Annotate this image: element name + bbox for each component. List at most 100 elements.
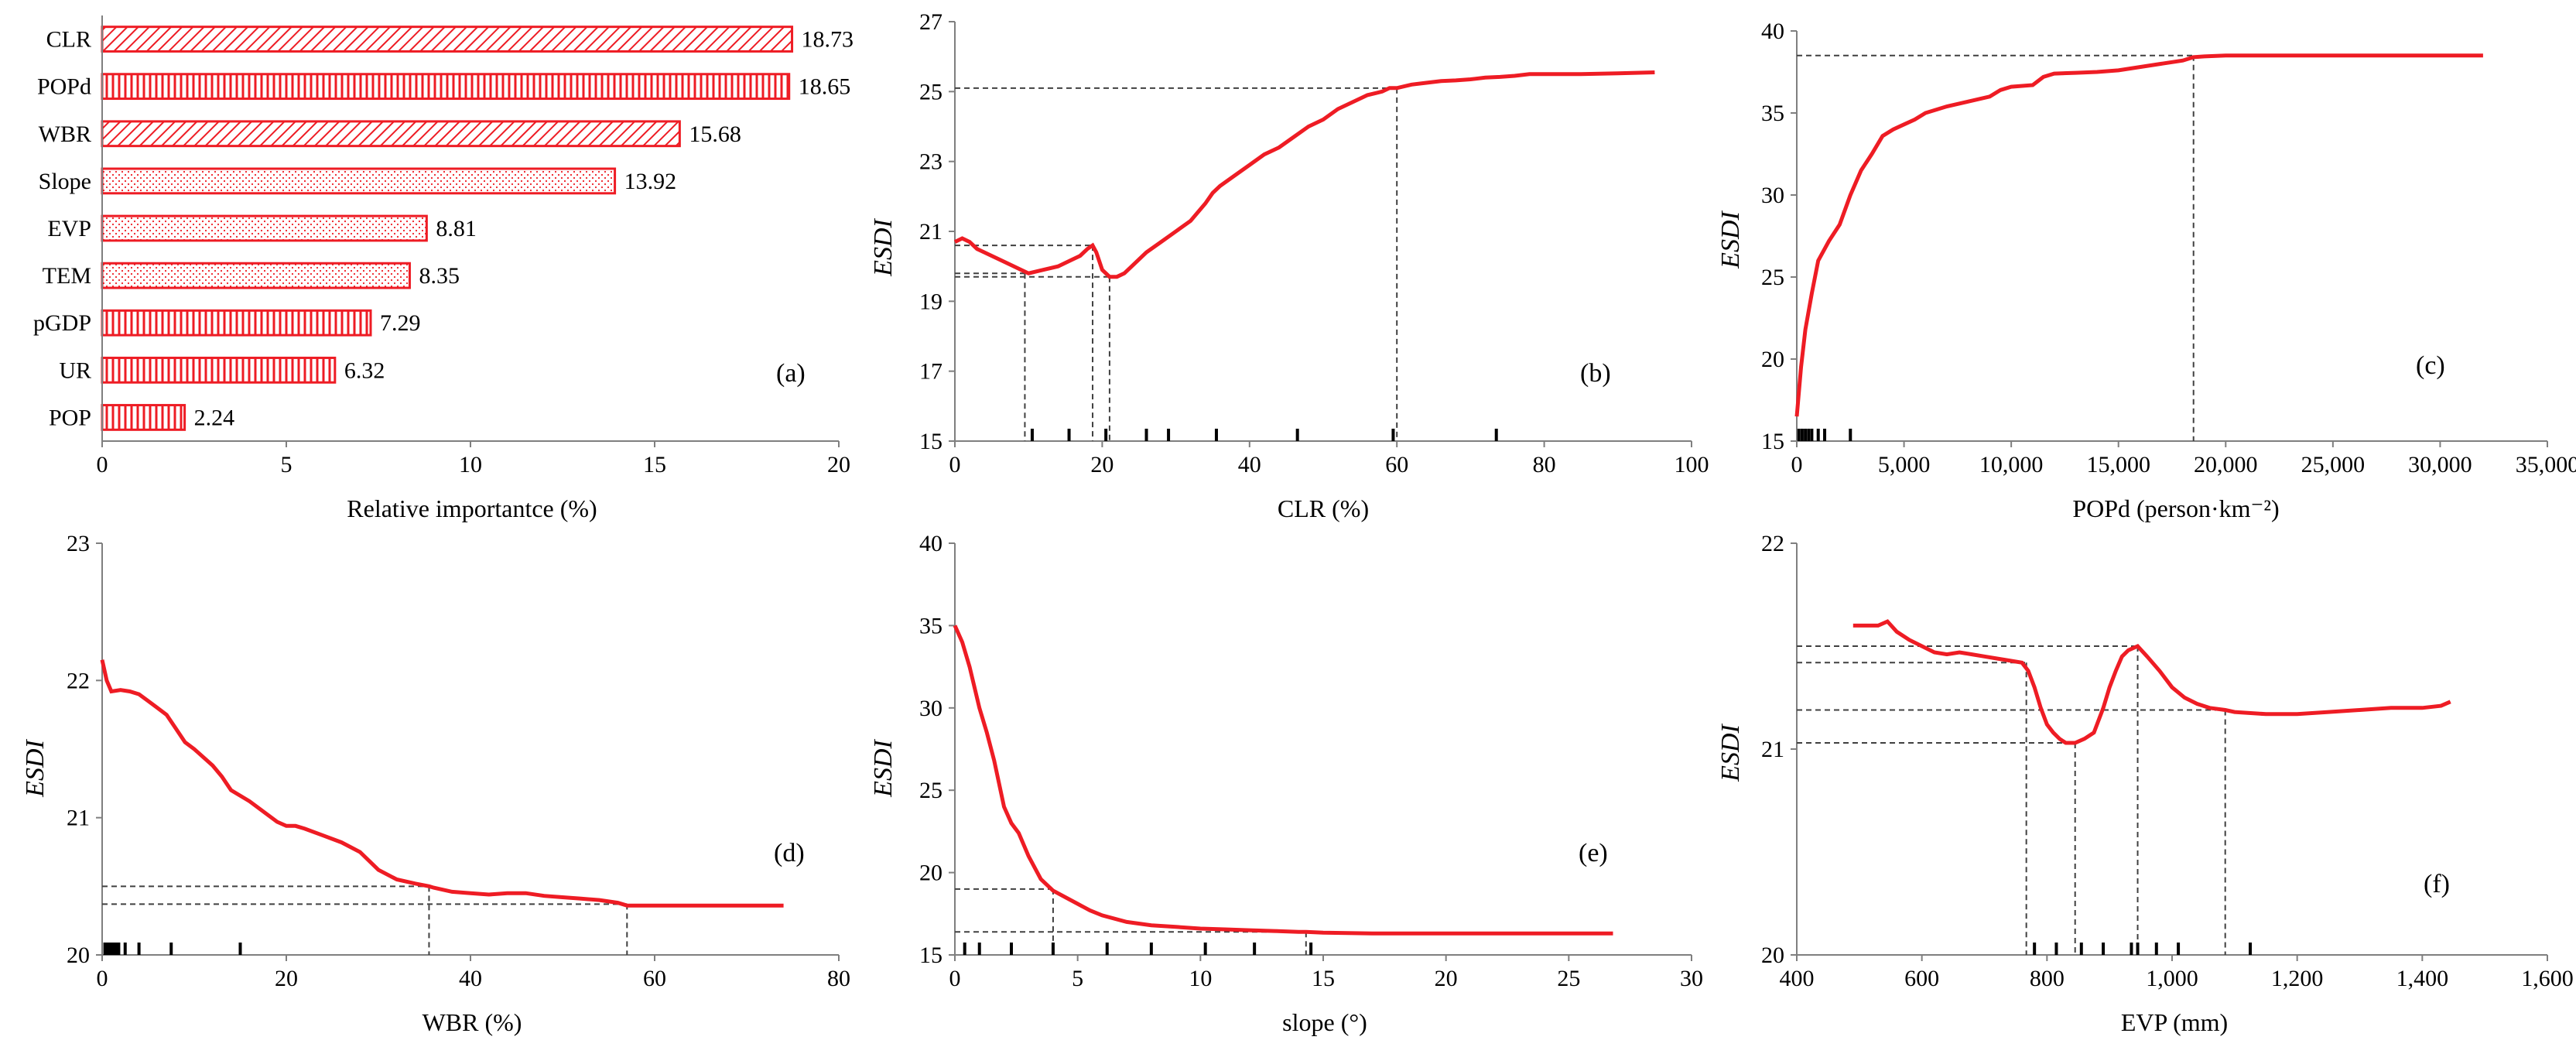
x-tick-label: 35,000 bbox=[2516, 452, 2576, 477]
x-tick-label: 15 bbox=[643, 452, 666, 477]
category-label: POP bbox=[49, 405, 91, 430]
category-label: EVP bbox=[47, 216, 91, 241]
y-tick-label: 35 bbox=[919, 613, 942, 638]
panel-c-popd-chart: 0 5,000 10,000 15,000 20,000 25,000 30,000 35,0… bbox=[1716, 19, 2576, 522]
panel-b-clr-chart: 0 20 40 60 80 100 15 17 19 21 23 25 27 (b) CLR (%) E… bbox=[869, 9, 1709, 522]
y-tick-label: 17 bbox=[919, 359, 942, 385]
y-tick-label: 35 bbox=[1761, 101, 1784, 126]
category-label: POPd bbox=[37, 74, 91, 100]
x-tick-label: 60 bbox=[643, 966, 666, 991]
category-label: UR bbox=[59, 358, 91, 383]
y-tick-label: 25 bbox=[919, 79, 942, 104]
x-tick-label: 20 bbox=[1435, 966, 1458, 991]
bar-value-label: 2.24 bbox=[194, 405, 235, 430]
y-tick-label: 20 bbox=[1761, 347, 1784, 372]
x-tick-label: 80 bbox=[1533, 452, 1556, 477]
x-tick-label: 20 bbox=[1090, 452, 1114, 477]
panel-a-label: (a) bbox=[776, 359, 806, 388]
x-tick-label: 20,000 bbox=[2194, 452, 2258, 477]
panel-c-xlabel: POPd (person·km⁻²) bbox=[2072, 494, 2279, 522]
x-tick-label: 5 bbox=[281, 452, 292, 477]
panel-e-ylabel: ESDI bbox=[869, 739, 898, 798]
x-tick-label: 5,000 bbox=[1878, 452, 1931, 477]
panel-c-rug bbox=[1797, 429, 1852, 441]
panel-f-label: (f) bbox=[2424, 870, 2450, 898]
y-tick-label: 30 bbox=[1761, 183, 1784, 208]
x-tick-label: 80 bbox=[827, 966, 850, 991]
y-tick-label: 30 bbox=[919, 696, 942, 721]
x-tick-label: 30 bbox=[1680, 966, 1703, 991]
y-tick-label: 15 bbox=[1761, 429, 1784, 454]
bar-value-label: 13.92 bbox=[624, 169, 677, 194]
y-tick-label: 22 bbox=[1761, 531, 1784, 556]
bar-clr bbox=[101, 26, 794, 53]
panel-e-label: (e) bbox=[1579, 839, 1608, 867]
x-tick-label: 1,000 bbox=[2146, 966, 2198, 991]
y-tick-label: 15 bbox=[919, 943, 942, 968]
x-tick-label: 10,000 bbox=[1979, 452, 2044, 477]
panel-e-axes: 0 5 10 15 20 25 30 15 20 25 30 35 40 bbox=[919, 531, 1703, 991]
x-tick-label: 10 bbox=[1189, 966, 1212, 991]
y-tick-label: 19 bbox=[919, 289, 942, 314]
bar-value-label: 18.65 bbox=[799, 74, 851, 100]
y-tick-label: 27 bbox=[919, 9, 942, 35]
category-label: pGDP bbox=[33, 310, 91, 336]
x-tick-label: 400 bbox=[1780, 966, 1815, 991]
x-tick-label: 25 bbox=[1557, 966, 1580, 991]
panel-d-xlabel: WBR (%) bbox=[422, 1008, 522, 1036]
x-tick-label: 15 bbox=[1312, 966, 1335, 991]
panel-a-xlabel: Relative importantce (%) bbox=[347, 494, 597, 522]
x-tick-label: 0 bbox=[949, 966, 961, 991]
category-label: WBR bbox=[39, 121, 91, 147]
y-tick-label: 21 bbox=[67, 806, 90, 831]
panel-b-line bbox=[953, 70, 1655, 279]
panel-b-axes: 0 20 40 60 80 100 15 17 19 21 23 25 27 bbox=[919, 9, 1709, 477]
x-tick-label: 10 bbox=[459, 452, 482, 477]
x-tick-label: 40 bbox=[459, 966, 482, 991]
y-tick-label: 20 bbox=[919, 861, 942, 886]
category-label: CLR bbox=[46, 27, 91, 53]
y-tick-label: 21 bbox=[1761, 737, 1784, 762]
x-tick-label: 30,000 bbox=[2408, 452, 2472, 477]
x-tick-label: 20 bbox=[827, 452, 850, 477]
panel-a-bars: 18.73 18.65 15.68 13.92 8.81 8.35 7.29 6.32 2.24 bbox=[101, 26, 854, 431]
panel-e-rug bbox=[963, 943, 1313, 955]
x-tick-label: 1,400 bbox=[2396, 966, 2449, 991]
bar-popd bbox=[101, 73, 791, 101]
panel-d-ref-lines bbox=[102, 885, 628, 955]
bar-value-label: 7.29 bbox=[380, 310, 421, 336]
x-tick-label: 15,000 bbox=[2086, 452, 2150, 477]
y-tick-label: 23 bbox=[919, 149, 942, 175]
panel-d-label: (d) bbox=[774, 839, 805, 867]
panel-c-axes: 0 5,000 10,000 15,000 20,000 25,000 30,000 35,0… bbox=[1761, 19, 2576, 477]
x-tick-label: 600 bbox=[1904, 966, 1939, 991]
x-tick-label: 100 bbox=[1675, 452, 1709, 477]
x-tick-label: 0 bbox=[949, 452, 961, 477]
panel-c-ylabel: ESDI bbox=[1716, 210, 1745, 269]
x-tick-label: 60 bbox=[1385, 452, 1408, 477]
y-tick-label: 25 bbox=[1761, 265, 1784, 290]
panel-f-line bbox=[1852, 619, 2451, 745]
x-tick-label: 25,000 bbox=[2301, 452, 2366, 477]
y-tick-label: 15 bbox=[919, 429, 942, 454]
panel-b-ylabel: ESDI bbox=[869, 218, 898, 277]
bar-value-label: 15.68 bbox=[689, 121, 741, 147]
bar-ur bbox=[101, 356, 337, 384]
x-tick-label: 0 bbox=[1791, 452, 1803, 477]
bar-pop bbox=[101, 404, 186, 431]
y-tick-label: 25 bbox=[919, 778, 942, 803]
panel-e-slope-chart: 0 5 10 15 20 25 30 15 20 25 30 35 40 (e) slope (°) E… bbox=[869, 531, 1703, 1036]
panel-c-label: (c) bbox=[2416, 351, 2445, 380]
panel-b-ref-lines bbox=[955, 87, 1398, 441]
panel-c-line bbox=[1794, 53, 2483, 417]
y-tick-label: 21 bbox=[919, 219, 942, 245]
x-tick-label: 20 bbox=[275, 966, 298, 991]
bar-pgdp bbox=[101, 309, 372, 337]
panel-f-axes: 400 600 800 1,000 1,200 1,400 1,600 20 21 22 bbox=[1761, 531, 2574, 991]
y-tick-label: 22 bbox=[67, 668, 90, 693]
bar-value-label: 18.73 bbox=[802, 27, 854, 53]
x-tick-label: 800 bbox=[2030, 966, 2065, 991]
